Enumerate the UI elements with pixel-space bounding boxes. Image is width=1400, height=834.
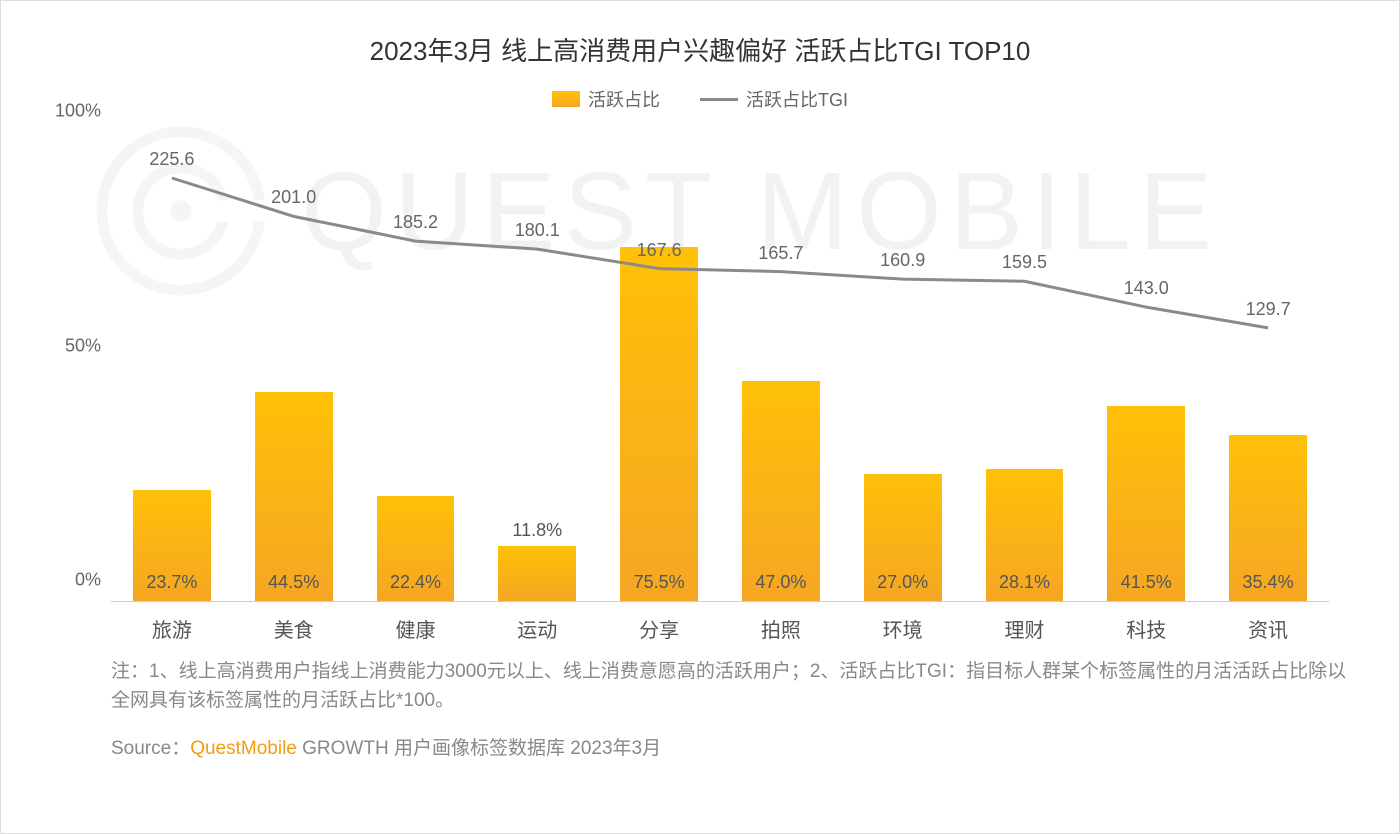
bar-slot: 35.4%: [1207, 132, 1329, 601]
y-tick: 0%: [51, 570, 101, 591]
line-value-label: 159.5: [1002, 252, 1047, 273]
line-value-label: 180.1: [515, 220, 560, 241]
bar-slot: 28.1%: [964, 132, 1086, 601]
y-tick: 50%: [51, 335, 101, 356]
x-category-label: 科技: [1085, 602, 1207, 642]
bar-value-label: 47.0%: [755, 572, 806, 593]
x-category-label: 分享: [598, 602, 720, 642]
footnote: 注：1、线上高消费用户指线上消费能力3000元以上、线上消费意愿高的活跃用户；2…: [111, 658, 1349, 715]
x-category-label: 健康: [355, 602, 477, 642]
line-value-label: 129.7: [1246, 299, 1291, 320]
legend-label-bar: 活跃占比: [588, 86, 660, 112]
source-rest: GROWTH 用户画像标签数据库 2023年3月: [297, 738, 661, 759]
legend-item-bar: 活跃占比: [552, 86, 660, 112]
bar-slot: 41.5%: [1085, 132, 1207, 601]
bar-slot: 47.0%: [720, 132, 842, 601]
plot-region: 23.7% 44.5% 22.4% 11.8% 75.5% 47.0% 27.0% 28.1%…: [111, 132, 1329, 602]
bar-slot: 23.7%: [111, 132, 233, 601]
bar: 23.7%: [133, 490, 211, 601]
x-category-label: 理财: [964, 602, 1086, 642]
x-category-label: 环境: [842, 602, 964, 642]
line-value-label: 225.6: [149, 149, 194, 170]
x-category-label: 资讯: [1207, 602, 1329, 642]
bar-slot: 22.4%: [355, 132, 477, 601]
bar: 41.5%: [1107, 406, 1185, 601]
bar-value-label: 44.5%: [268, 572, 319, 593]
legend-label-line: 活跃占比TGI: [746, 86, 848, 112]
bar-value-label: 11.8%: [512, 520, 562, 541]
bar-value-label: 28.1%: [999, 572, 1050, 593]
line-value-label: 143.0: [1124, 278, 1169, 299]
y-tick: 100%: [51, 101, 101, 122]
bar-slot: 75.5%: [598, 132, 720, 601]
bar-value-label: 75.5%: [634, 572, 685, 593]
bar: 35.4%: [1229, 435, 1307, 601]
x-category-label: 拍照: [720, 602, 842, 642]
bar-slot: 11.8%: [476, 132, 598, 601]
x-category-label: 美食: [233, 602, 355, 642]
bar: 27.0%: [864, 474, 942, 601]
bar: 44.5%: [255, 392, 333, 601]
x-category-label: 运动: [476, 602, 598, 642]
line-value-label: 160.9: [880, 250, 925, 271]
legend: 活跃占比 活跃占比TGI: [51, 86, 1349, 112]
legend-item-line: 活跃占比TGI: [700, 86, 848, 112]
line-value-label: 201.0: [271, 187, 316, 208]
legend-swatch-bar: [552, 91, 580, 107]
line-value-label: 185.2: [393, 212, 438, 233]
x-axis: 旅游美食健康运动分享拍照环境理财科技资讯: [111, 602, 1329, 642]
bar-value-label: 27.0%: [877, 572, 928, 593]
source-line: Source：QuestMobile GROWTH 用户画像标签数据库 2023…: [111, 733, 1349, 760]
bar: 47.0%: [742, 381, 820, 601]
source-brand: QuestMobile: [190, 738, 297, 759]
bar: 75.5%: [620, 247, 698, 601]
legend-swatch-line: [700, 98, 738, 101]
line-value-label: 167.6: [637, 240, 682, 261]
bar-value-label: 35.4%: [1243, 572, 1294, 593]
bar-value-label: 41.5%: [1121, 572, 1172, 593]
bar-slot: 27.0%: [842, 132, 964, 601]
bar: 22.4%: [377, 496, 455, 601]
line-value-label: 165.7: [758, 243, 803, 264]
source-prefix: Source：: [111, 738, 190, 759]
bar-value-label: 22.4%: [390, 572, 441, 593]
chart-title: 2023年3月 线上高消费用户兴趣偏好 活跃占比TGI TOP10: [51, 31, 1349, 68]
chart-area: 23.7% 44.5% 22.4% 11.8% 75.5% 47.0% 27.0% 28.1%…: [111, 132, 1329, 642]
bar: 11.8%: [498, 546, 576, 601]
x-category-label: 旅游: [111, 602, 233, 642]
bar-value-label: 23.7%: [146, 572, 197, 593]
bar: 28.1%: [986, 469, 1064, 601]
